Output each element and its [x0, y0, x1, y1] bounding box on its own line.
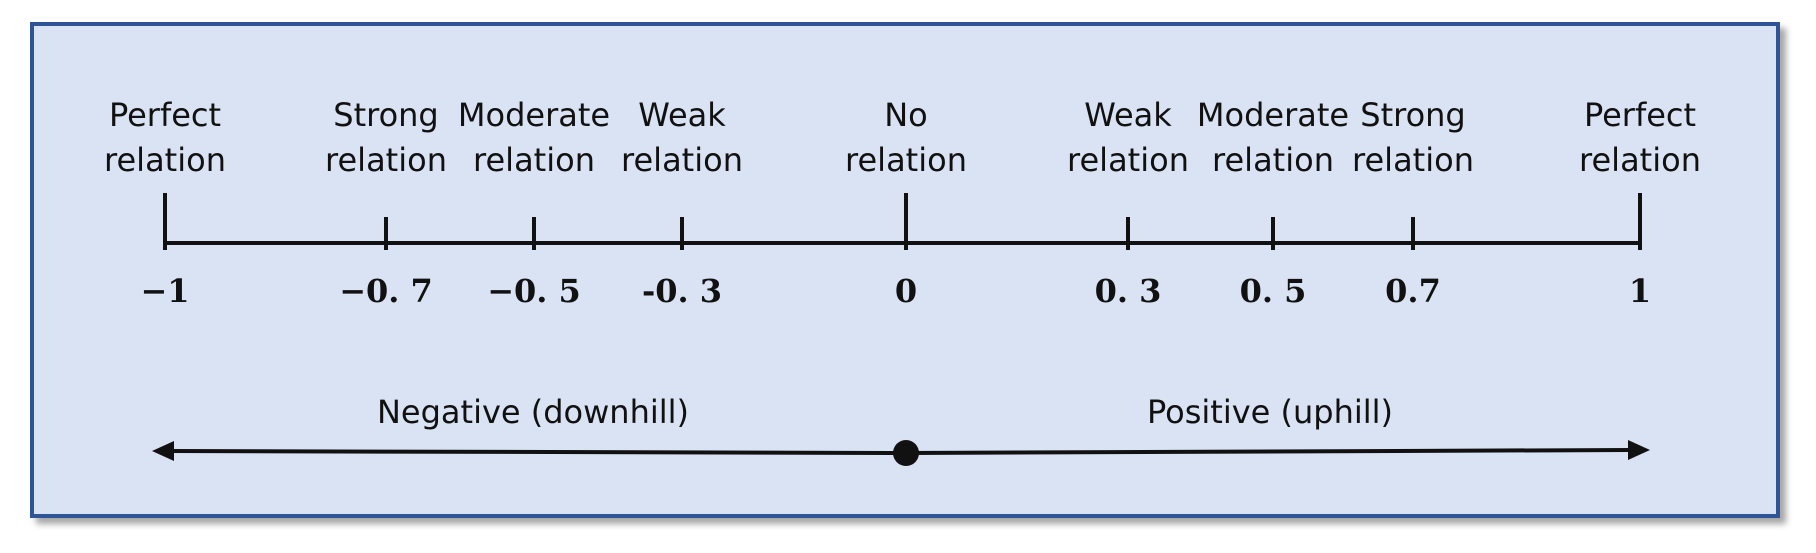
relation-strength-label: relation — [621, 141, 743, 179]
relation-strength-label: Strong — [333, 96, 438, 134]
positive-direction-arrow-line — [905, 448, 1631, 455]
origin-dot-icon — [893, 440, 919, 466]
relation-strength-label: Perfect — [109, 96, 221, 134]
relation-strength-label: Moderate — [1197, 96, 1349, 134]
relation-strength-label: relation — [473, 141, 595, 179]
scale-value-label: 0. 3 — [1095, 272, 1162, 310]
relation-strength-label: No — [884, 96, 928, 134]
relation-strength-label: Perfect — [1584, 96, 1696, 134]
left-arrowhead-icon — [152, 441, 174, 461]
scale-value-label: 0. 5 — [1240, 272, 1307, 310]
scale-value-label: -0. 3 — [642, 272, 722, 310]
relation-strength-label: Strong — [1360, 96, 1465, 134]
relation-strength-label: relation — [104, 141, 226, 179]
scale-value-label: 0 — [895, 272, 917, 310]
positive-direction-label: Positive (uphill) — [1147, 393, 1393, 431]
scale-value-label: −0. 5 — [487, 272, 581, 310]
relation-strength-label: Weak — [638, 96, 726, 134]
relation-strength-label: relation — [1352, 141, 1474, 179]
relation-strength-label: Moderate — [458, 96, 610, 134]
right-arrowhead-icon — [1628, 440, 1650, 460]
negative-direction-arrow-line — [169, 449, 907, 455]
relation-strength-label: Weak — [1084, 96, 1172, 134]
scale-value-label: 1 — [1629, 272, 1651, 310]
scale-ticks: −1 Perfect relation −0. 7 Strong relation −0. … — [104, 96, 1701, 310]
relation-strength-label: relation — [845, 141, 967, 179]
relation-strength-label: relation — [1067, 141, 1189, 179]
diagram-panel — [30, 22, 1780, 518]
relation-strength-label: relation — [1579, 141, 1701, 179]
scale-value-label: −1 — [140, 272, 189, 310]
relation-strength-label: relation — [325, 141, 447, 179]
relation-strength-label: relation — [1212, 141, 1334, 179]
negative-direction-label: Negative (downhill) — [377, 393, 689, 431]
scale-value-label: −0. 7 — [339, 272, 433, 310]
scale-value-label: 0.7 — [1385, 272, 1441, 310]
